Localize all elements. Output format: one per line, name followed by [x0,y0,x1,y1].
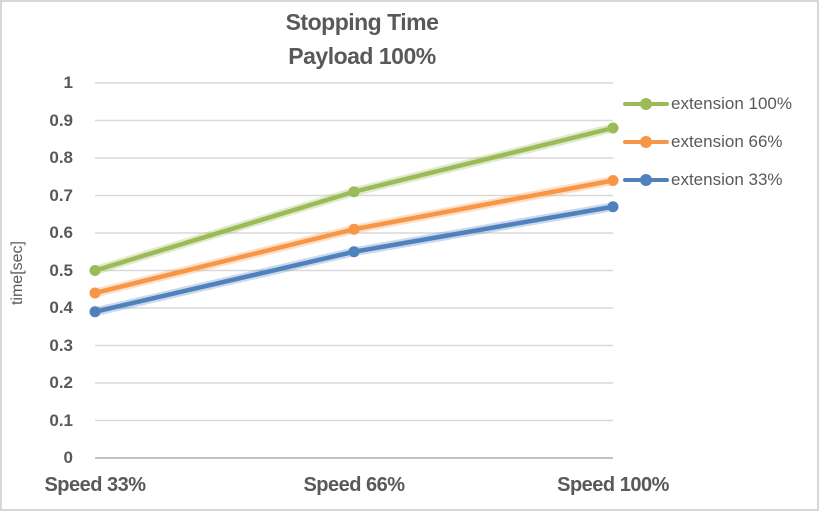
x-tick-label: Speed 100% [557,474,669,496]
legend-item: extension 33% [623,168,783,192]
data-point-marker [89,306,101,318]
legend-line-marker-icon [623,130,669,154]
x-tick-label: Speed 66% [303,474,405,496]
legend-line-marker-icon [623,168,669,192]
legend-label: extension 100% [671,94,792,113]
y-tick-label: 0.9 [49,110,73,130]
data-point-marker [89,287,101,299]
data-point-marker [607,175,619,186]
y-tick-label: 0.3 [49,335,73,355]
data-point-marker [348,246,360,258]
series-line-extension-66- [92,178,616,296]
data-point-marker [348,186,360,198]
legend-item: extension 66% [623,130,783,154]
legend-label: extension 33% [671,170,783,189]
chart-title-line1: Stopping Time [285,9,439,35]
data-point-marker [607,201,619,213]
y-tick-label: 0 [63,448,73,467]
y-tick-label: 0.1 [49,410,73,430]
chart-title: Stopping Time Payload 100% [27,5,697,73]
y-tick-label: 1 [63,73,73,92]
series-line-extension-33- [92,204,616,314]
y-tick-label: 0.5 [49,260,73,280]
legend-label: extension 66% [671,132,783,151]
y-tick-label: 0.8 [49,148,73,167]
data-point-marker [607,122,619,134]
y-tick-label: 0.7 [49,185,73,205]
y-tick-label: 0.6 [49,223,73,242]
chart-title-line2: Payload 100% [288,43,436,69]
x-tick-label: Speed 33% [44,474,146,496]
legend-item: extension 100% [623,92,792,116]
legend-line-marker-icon [623,92,669,116]
y-tick-label: 0.4 [49,298,73,317]
y-tick-label: 0.2 [49,373,73,392]
data-point-marker [89,265,101,276]
series-lines [89,122,619,318]
data-point-marker [348,223,360,235]
